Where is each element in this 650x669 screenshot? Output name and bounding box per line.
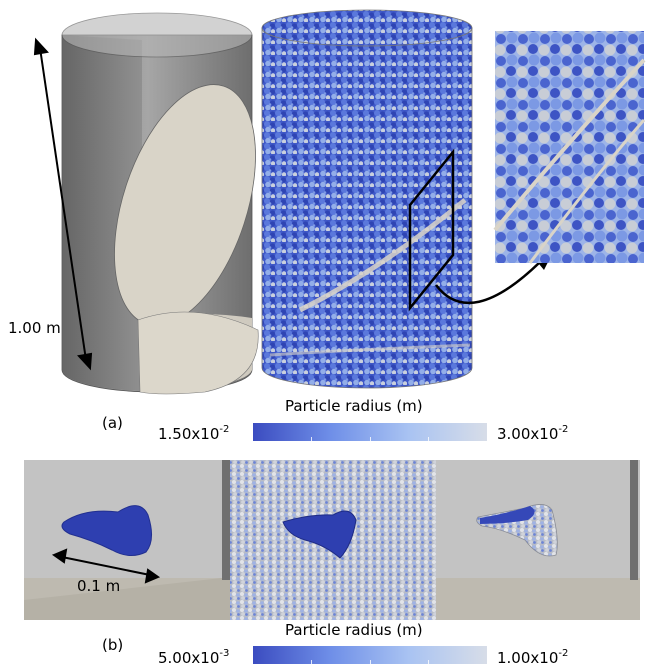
zoom-window-outline (408, 148, 455, 312)
height-dimension-arrow (33, 37, 93, 371)
packed-particle-cylinder (261, 9, 473, 389)
zoom-inset (493, 31, 646, 264)
panel-a-dimension-label: 1.00 m (8, 319, 61, 337)
packed-bed-cross-section (230, 460, 436, 620)
panel-a-colorbar-max: 3.00x10-2 (497, 424, 569, 443)
particle-shape-clumped (476, 504, 558, 557)
panel-b-colorbar-max: 1.00x10-2 (497, 648, 569, 667)
panel-a-colorbar-min: 1.50x10-2 (158, 424, 230, 443)
particle-shape-solid (61, 505, 152, 556)
cylinder-geometry (61, 12, 259, 395)
panel-a-colorbar-title: Particle radius (m) (285, 397, 423, 415)
panel-b-colorbar-title: Particle radius (m) (285, 621, 423, 639)
panel-b-colorbar-min: 5.00x10-3 (158, 648, 230, 667)
panel-a-label: (a) (102, 414, 123, 432)
length-dimension-arrow (51, 548, 161, 584)
panel-b-colorbar (253, 646, 487, 664)
panel-a-colorbar (253, 423, 487, 441)
panel-b-label: (b) (102, 636, 124, 654)
panel-b-dimension-label: 0.1 m (77, 577, 121, 595)
